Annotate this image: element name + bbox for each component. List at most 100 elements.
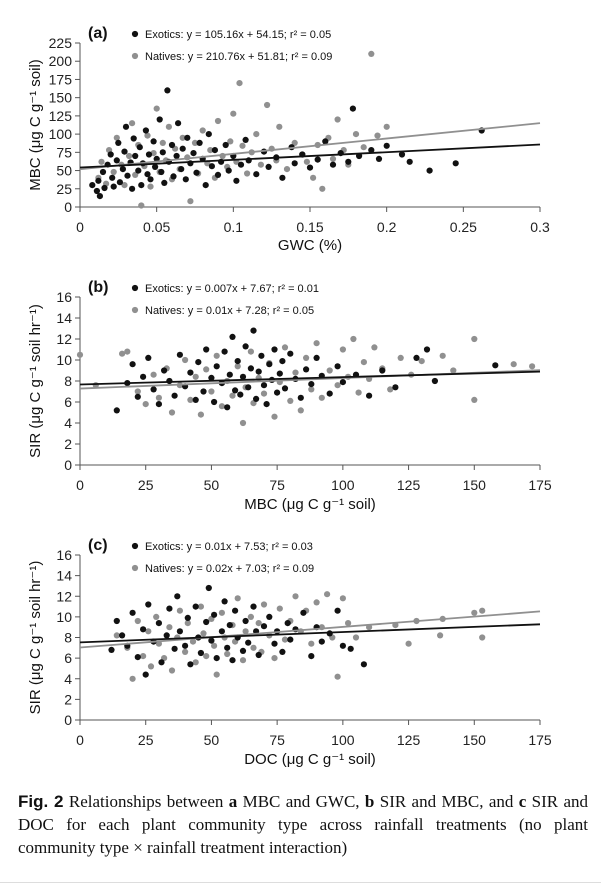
x-tick-label: 100 <box>331 477 355 493</box>
exotics-point <box>101 184 108 192</box>
natives-point <box>244 170 251 177</box>
exotics-point <box>279 648 286 656</box>
exotics-point <box>113 617 120 625</box>
exotics-point <box>314 156 321 163</box>
exotics-point <box>237 161 245 168</box>
natives-point <box>352 131 360 138</box>
natives-point <box>153 613 160 621</box>
exotics-point <box>115 139 122 146</box>
exotics-point <box>222 141 229 149</box>
natives-point <box>339 595 346 602</box>
natives-point <box>350 335 357 343</box>
exotics-point <box>226 371 233 378</box>
natives-point <box>471 335 478 343</box>
exotics-point <box>339 379 346 386</box>
exotics-point <box>155 401 162 408</box>
exotics-point <box>173 152 180 160</box>
natives-point <box>374 132 381 139</box>
exotics-point <box>192 396 199 403</box>
natives-point <box>281 636 289 643</box>
exotics-point <box>153 155 160 162</box>
natives-point <box>247 348 254 355</box>
exotics-point <box>287 636 294 643</box>
y-tick-label: 125 <box>49 108 73 124</box>
exotics-point <box>233 177 240 184</box>
y-tick-label: 150 <box>49 90 73 106</box>
exotics-point <box>232 387 239 394</box>
exotics-point <box>176 351 183 358</box>
exotics-point <box>144 171 151 178</box>
natives-point <box>313 340 320 347</box>
natives-legend-label: Natives: y = 0.02x + 7.03; r² = 0.09 <box>145 563 314 575</box>
natives-point <box>203 366 210 373</box>
exotics-point <box>140 626 147 633</box>
natives-point <box>213 352 220 359</box>
natives-point <box>439 352 446 359</box>
natives-point <box>450 367 457 374</box>
natives-point <box>242 628 249 635</box>
exotics-legend-label: Exotics: y = 0.01x + 7.53; r² = 0.03 <box>145 541 313 553</box>
exotics-point <box>190 150 197 157</box>
x-tick-label: 125 <box>397 732 421 748</box>
natives-point <box>191 139 199 146</box>
natives-point <box>145 628 152 635</box>
exotics-point <box>266 361 273 368</box>
caption-text-2: MBC and GWC, <box>237 792 365 811</box>
natives-point <box>155 394 162 401</box>
exotics-point <box>150 386 157 393</box>
exotics-point <box>174 593 181 600</box>
exotics-legend-marker <box>131 284 139 292</box>
panel-label: (a) <box>88 25 108 42</box>
x-tick-label: 50 <box>204 732 220 748</box>
figure-panels: 0 25 50 75 100 125 150 175 200 225 0 0.05 0.1 0.15 0.2… <box>27 25 552 768</box>
natives-point <box>168 409 176 416</box>
exotics-point <box>176 628 183 635</box>
x-tick-label: 100 <box>331 732 355 748</box>
exotics-point <box>214 171 222 178</box>
natives-point <box>150 371 157 378</box>
exotics-point <box>211 398 218 406</box>
y-tick-label: 6 <box>64 394 72 410</box>
exotics-point <box>200 388 207 395</box>
natives-point <box>76 351 84 358</box>
exotics-point <box>260 382 268 389</box>
panel-0: 0 25 50 75 100 125 150 175 200 225 0 0.05 0.1 0.15 0.2… <box>27 25 550 254</box>
y-axis-label: SIR (μg C g⁻¹ soil hr⁻¹) <box>27 304 44 458</box>
y-tick-label: 12 <box>56 331 72 347</box>
y-tick-label: 8 <box>64 373 72 389</box>
exotics-point <box>225 167 232 174</box>
natives-point <box>471 609 478 616</box>
exotics-point <box>208 637 215 644</box>
natives-point <box>308 386 315 393</box>
exotics-point <box>221 348 228 355</box>
exotics-point <box>379 367 386 374</box>
natives-point <box>471 396 478 403</box>
natives-point <box>134 617 141 625</box>
natives-point <box>239 419 247 427</box>
exotics-point <box>300 609 307 616</box>
y-tick-label: 14 <box>56 568 72 584</box>
x-tick-label: 175 <box>528 477 552 493</box>
natives-point <box>257 161 264 168</box>
y-tick-label: 25 <box>56 181 72 197</box>
y-tick-label: 0 <box>64 199 72 215</box>
natives-point <box>260 601 268 608</box>
natives-point <box>352 634 360 641</box>
natives-point <box>208 388 215 395</box>
y-tick-label: 2 <box>64 436 72 452</box>
caption-text-4: SIR and DOC for each plant community typ… <box>18 792 589 857</box>
exotics-point <box>255 368 262 375</box>
natives-point <box>329 155 337 162</box>
y-axis-label: MBC (μg C g⁻¹ soil) <box>27 59 44 191</box>
exotics-point <box>375 155 383 162</box>
caption-ref-c: c <box>518 792 527 811</box>
exotics-point <box>164 87 171 94</box>
x-tick-label: 75 <box>269 732 285 748</box>
natives-point <box>234 595 241 602</box>
exotics-point <box>108 646 115 654</box>
natives-point <box>283 166 291 173</box>
natives-point <box>197 603 204 610</box>
exotics-point <box>266 613 273 621</box>
exotics-point <box>171 392 178 399</box>
natives-point <box>310 174 317 181</box>
